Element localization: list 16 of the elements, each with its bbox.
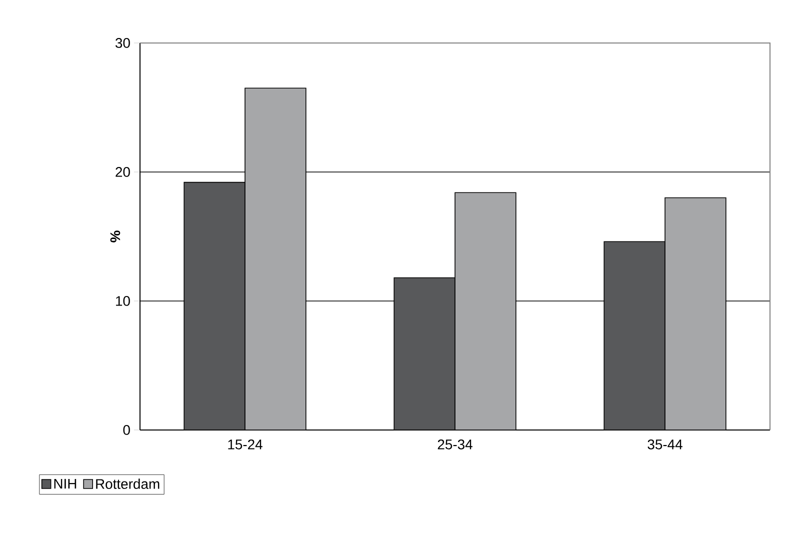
- bar: [604, 241, 666, 430]
- bar: [664, 197, 726, 430]
- legend-label: NIH: [54, 478, 76, 489]
- bar: [184, 182, 246, 430]
- bar: [454, 192, 516, 430]
- y-tick-label: 30: [116, 38, 130, 48]
- bar: [394, 277, 456, 430]
- x-tick-label: 25-34: [438, 439, 472, 450]
- x-tick-label: 15-24: [228, 439, 262, 450]
- y-tick-label: 0: [123, 425, 130, 435]
- legend-label: Rotterdam: [96, 478, 160, 489]
- x-tick-label: 35-44: [648, 439, 682, 450]
- y-axis-title: %: [110, 230, 120, 242]
- y-tick-label: 20: [116, 167, 130, 177]
- y-tick-label: 10: [116, 296, 130, 306]
- bar: [244, 88, 306, 430]
